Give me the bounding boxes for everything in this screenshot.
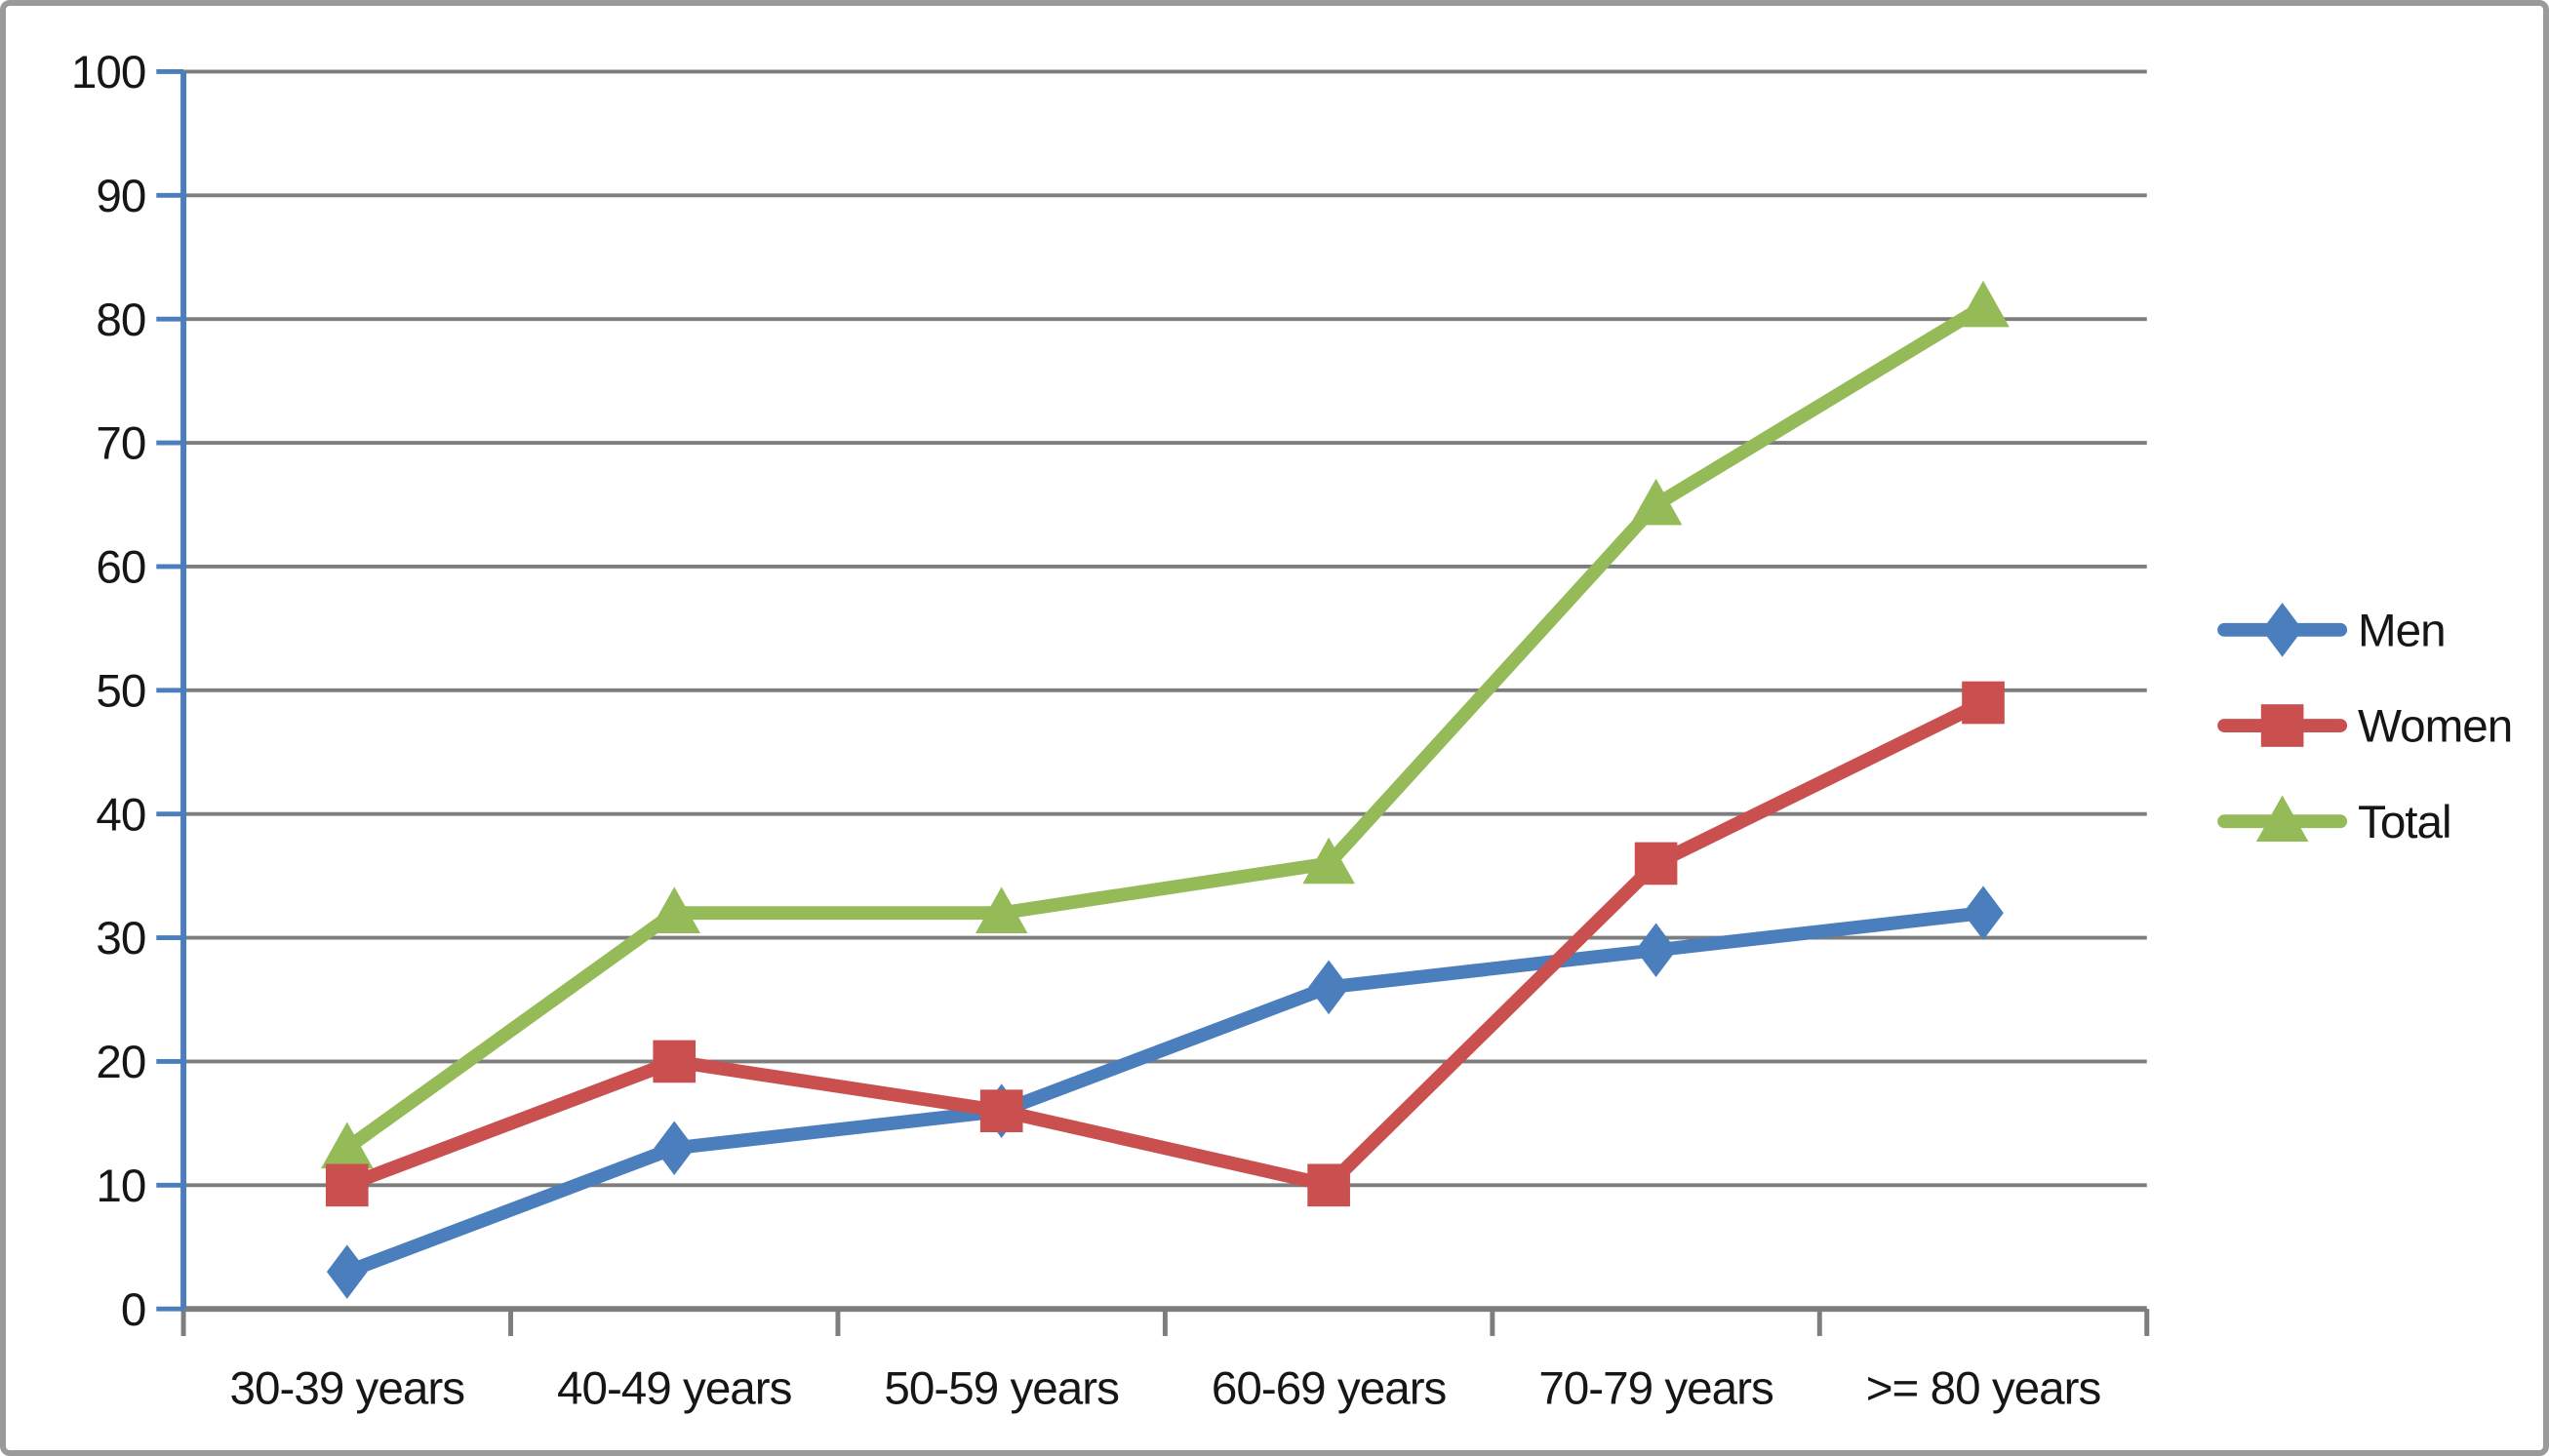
data-marker-women: [979, 1089, 1023, 1133]
data-marker-total: [975, 886, 1028, 934]
data-marker-total: [1629, 478, 1683, 526]
data-marker-men: [654, 1121, 696, 1176]
legend-item-women: Women: [2217, 701, 2513, 753]
legend-label-women: Women: [2358, 701, 2512, 753]
line-chart: 0 10 20 30 40 50 60 70 80 90 100 30-39 years 40-49 y…: [71, 47, 2513, 1414]
data-marker-women: [1962, 681, 2005, 725]
y-tick-label: 10: [96, 1161, 145, 1212]
y-tick-label: 100: [71, 47, 145, 98]
legend-marker-women: [2260, 704, 2304, 747]
data-marker-total: [1957, 280, 2010, 328]
x-category-label: 40-49 years: [557, 1362, 792, 1414]
data-marker-women: [653, 1040, 697, 1083]
data-marker-women: [325, 1163, 369, 1207]
series-women: [325, 681, 2005, 1207]
legend-marker-men: [2261, 603, 2303, 657]
data-marker-men: [1308, 960, 1349, 1015]
series-line-women: [339, 695, 1990, 1193]
y-tick-label: 50: [96, 665, 145, 717]
y-tick-label: 20: [96, 1037, 145, 1088]
legend-item-men: Men: [2217, 603, 2447, 657]
data-marker-women: [1634, 842, 1678, 885]
data-marker-total: [648, 886, 701, 934]
y-tick-label: 0: [121, 1284, 146, 1336]
data-marker-men: [1963, 885, 2004, 940]
legend-marker-total: [2255, 795, 2309, 843]
data-marker-total: [1302, 837, 1355, 885]
y-tick-label: 30: [96, 913, 145, 964]
y-tick-label: 70: [96, 418, 145, 470]
y-tick-label: 90: [96, 171, 145, 222]
series-line-total: [339, 299, 1990, 1156]
x-category-label: 70-79 years: [1538, 1362, 1773, 1414]
y-tick-label: 60: [96, 542, 145, 594]
series-total: [321, 280, 2010, 1169]
x-category-label: >= 80 years: [1866, 1362, 2101, 1414]
data-marker-total: [321, 1122, 374, 1169]
data-marker-women: [1307, 1163, 1350, 1207]
x-category-label: 60-69 years: [1212, 1362, 1447, 1414]
data-marker-men: [1635, 923, 1677, 978]
data-marker-men: [326, 1244, 368, 1299]
x-category-label: 30-39 years: [230, 1362, 465, 1414]
x-category-label: 50-59 years: [884, 1362, 1119, 1414]
legend-item-total: Total: [2217, 795, 2452, 848]
y-tick-label: 80: [96, 295, 145, 346]
legend-label-total: Total: [2358, 797, 2451, 848]
legend-label-men: Men: [2358, 605, 2446, 656]
series-line-men: [339, 906, 1990, 1279]
legend: Men Women Total: [2217, 603, 2513, 848]
y-tick-label: 40: [96, 789, 145, 841]
